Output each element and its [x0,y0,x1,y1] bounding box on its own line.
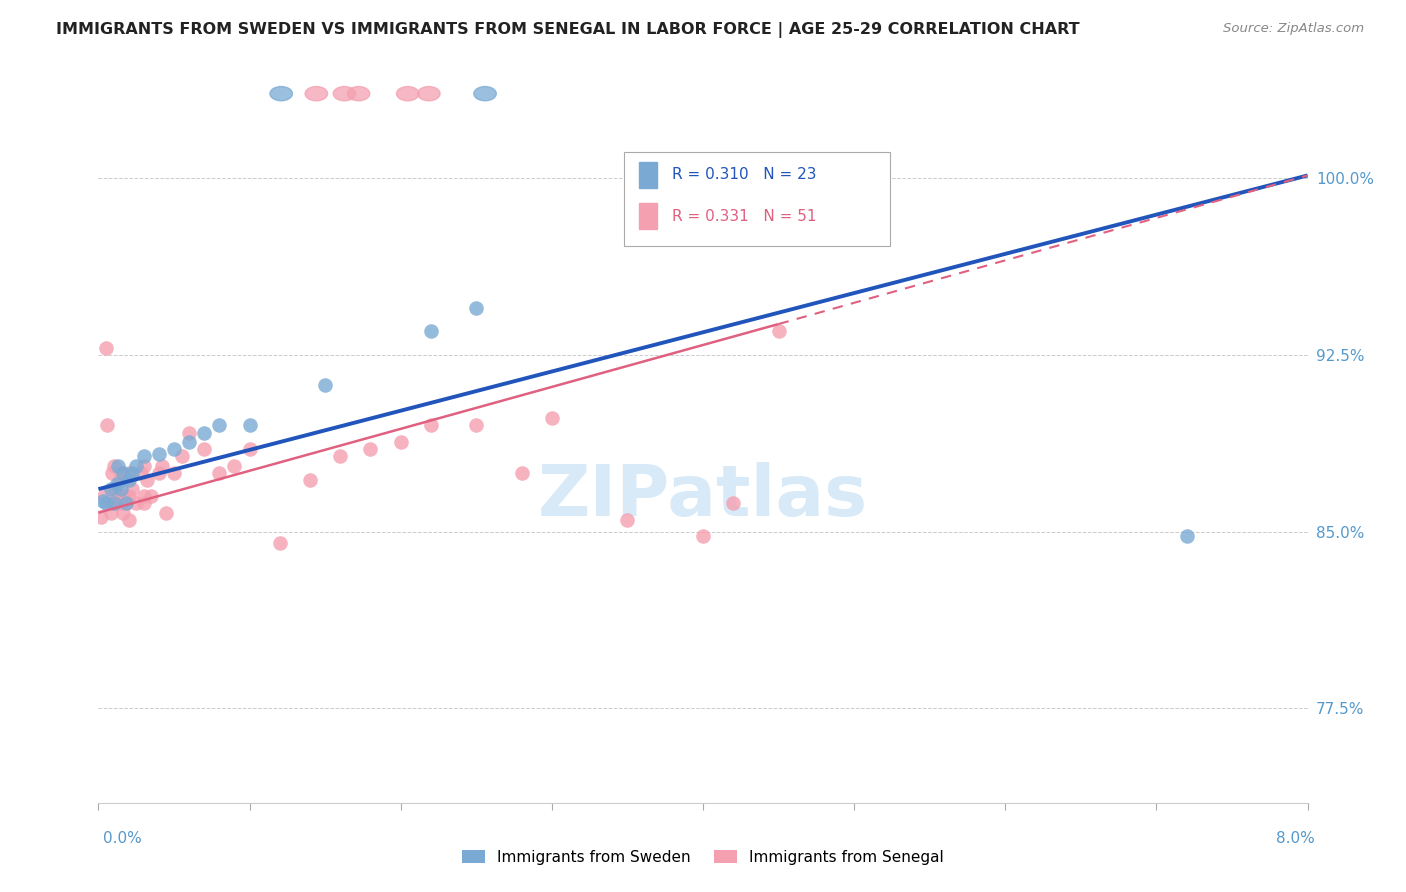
Point [155,506,177,520]
Point [94,341,117,355]
Point [108,473,131,487]
Point [114,496,136,510]
Point [110,496,132,510]
Text: R = 0.331   N = 51: R = 0.331 N = 51 [672,209,815,224]
Point [465,301,488,315]
Point [112,489,135,503]
Point [208,418,231,433]
Point [616,513,638,527]
Point [129,466,152,480]
Point [224,458,246,473]
Point [90,510,112,524]
Point [329,449,352,463]
Point [299,473,322,487]
Bar [638,161,657,188]
Point [141,489,163,503]
Point [1175,529,1198,543]
Point [105,477,128,491]
Point [132,458,155,473]
Point [163,442,186,456]
Point [103,496,125,510]
Point [465,418,488,433]
Point [179,425,201,440]
Point [193,442,215,456]
Point [100,482,122,496]
Point [420,324,443,338]
Point [93,489,115,503]
Point [110,466,132,480]
Legend: Immigrants from Sweden, Immigrants from Senegal: Immigrants from Sweden, Immigrants from … [456,844,950,871]
Point [723,496,745,510]
Point [118,513,141,527]
Point [111,506,134,520]
Point [91,494,114,508]
Text: ZIPatlas: ZIPatlas [538,462,868,531]
Text: IMMIGRANTS FROM SWEDEN VS IMMIGRANTS FROM SENEGAL IN LABOR FORCE | AGE 25-29 COR: IMMIGRANTS FROM SWEDEN VS IMMIGRANTS FRO… [56,22,1080,38]
Point [135,473,157,487]
Point [150,458,173,473]
Point [104,482,127,496]
Point [132,496,155,510]
Point [239,442,262,456]
Text: Source: ZipAtlas.com: Source: ZipAtlas.com [1223,22,1364,36]
Point [103,496,125,510]
Point [101,466,124,480]
Point [239,418,262,433]
Point [389,434,412,449]
Text: 8.0%: 8.0% [1275,831,1315,846]
Point [132,489,155,503]
Point [125,496,148,510]
Point [103,458,125,473]
Point [96,418,118,433]
Point [114,496,136,510]
Point [148,466,170,480]
Point [110,482,132,496]
Point [360,442,382,456]
Point [121,466,143,480]
Point [193,425,215,440]
Point [105,496,128,510]
FancyBboxPatch shape [624,153,890,246]
Point [94,496,117,510]
Bar [638,203,657,229]
Point [420,418,443,433]
Point [314,378,336,392]
Point [118,489,141,503]
Point [121,482,143,496]
Point [148,447,170,461]
Point [692,529,714,543]
Point [179,434,201,449]
Text: R = 0.310   N = 23: R = 0.310 N = 23 [672,168,815,182]
Point [107,458,129,473]
Point [163,466,186,480]
Point [269,536,291,550]
Point [540,411,562,425]
Point [208,466,231,480]
Point [510,466,533,480]
Point [111,466,134,480]
Point [118,466,141,480]
Point [768,324,790,338]
Point [125,458,148,473]
Point [170,449,193,463]
Point [100,506,122,520]
Point [118,473,141,487]
Text: 0.0%: 0.0% [103,831,142,846]
Point [132,449,155,463]
Point [107,489,129,503]
